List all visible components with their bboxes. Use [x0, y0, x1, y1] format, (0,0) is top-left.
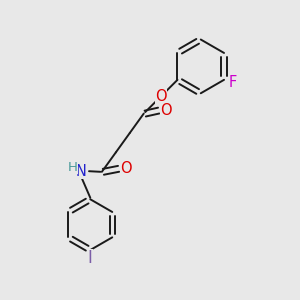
Text: F: F: [228, 75, 236, 90]
Text: N: N: [76, 164, 87, 179]
Text: O: O: [160, 103, 171, 118]
Text: O: O: [155, 89, 167, 104]
Text: O: O: [120, 161, 132, 176]
Text: I: I: [88, 249, 93, 267]
Text: H: H: [68, 161, 78, 174]
